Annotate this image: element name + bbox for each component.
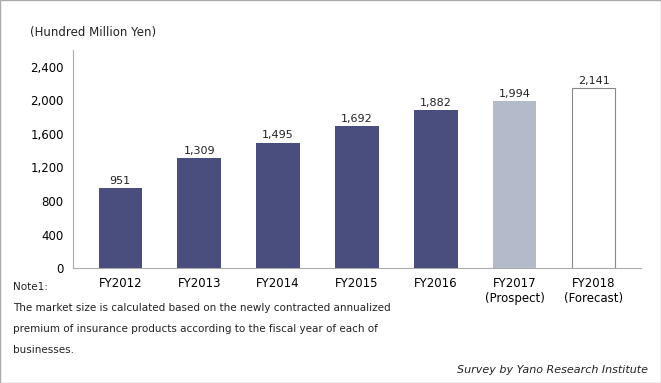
Text: 1,882: 1,882 xyxy=(420,98,451,108)
Text: 2,141: 2,141 xyxy=(578,76,609,86)
Text: 1,994: 1,994 xyxy=(499,88,531,98)
Bar xyxy=(493,101,537,268)
Text: 1,309: 1,309 xyxy=(183,146,215,156)
Bar xyxy=(98,188,142,268)
Text: Survey by Yano Research Institute: Survey by Yano Research Institute xyxy=(457,365,648,375)
Text: premium of insurance products according to the fiscal year of each of: premium of insurance products according … xyxy=(13,324,378,334)
Bar xyxy=(256,142,299,268)
Text: 1,692: 1,692 xyxy=(341,114,373,124)
Bar xyxy=(177,158,221,268)
Text: Note1:: Note1: xyxy=(13,282,48,291)
Text: (Hundred Million Yen): (Hundred Million Yen) xyxy=(30,26,156,39)
Text: businesses.: businesses. xyxy=(13,345,74,355)
Bar xyxy=(572,88,615,268)
Text: The market size is calculated based on the newly contracted annualized: The market size is calculated based on t… xyxy=(13,303,391,313)
Text: 1,495: 1,495 xyxy=(262,131,294,141)
Bar xyxy=(414,110,457,268)
Text: 951: 951 xyxy=(110,176,131,186)
Bar xyxy=(335,126,379,268)
